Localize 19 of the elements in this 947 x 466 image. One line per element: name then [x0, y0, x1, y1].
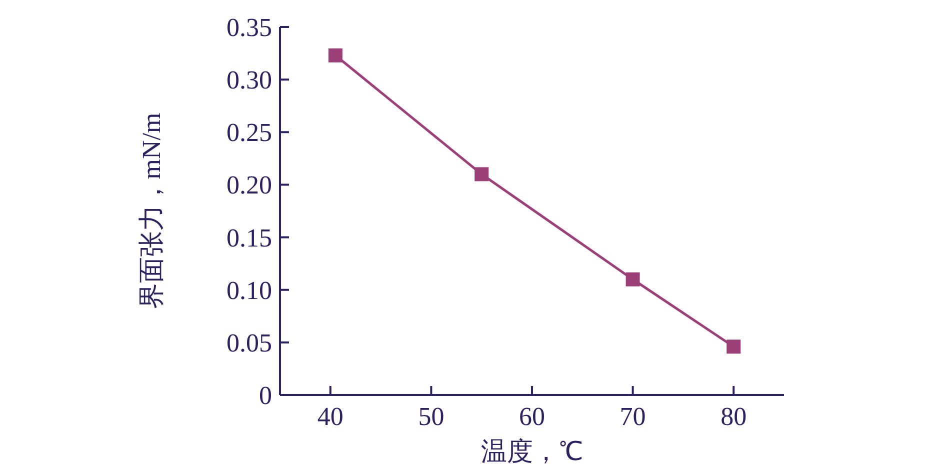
- y-tick-label: 0: [259, 381, 272, 410]
- y-tick-label: 0.25: [226, 118, 272, 148]
- y-tick-label: 0.15: [226, 223, 272, 252]
- point: [726, 340, 741, 354]
- y-tick-label: 0.30: [226, 66, 272, 95]
- x-tick-label: 40: [317, 402, 344, 431]
- y-tick-label: 0.35: [226, 13, 272, 42]
- x-tick-label: 50: [418, 402, 444, 431]
- point: [626, 272, 640, 286]
- x-tick-label: 60: [519, 402, 545, 431]
- point: [474, 167, 489, 182]
- x-axis-title: 温度，℃: [481, 437, 583, 466]
- x-tick-label: 80: [720, 402, 747, 431]
- y-axis-title: 界面张力，mN/m: [137, 112, 166, 310]
- point: [328, 48, 342, 62]
- y-tick-label: 0.05: [226, 328, 272, 358]
- y-tick-label: 0.10: [226, 276, 272, 305]
- y-tick-label: 0.20: [226, 170, 272, 200]
- x-tick-label: 70: [620, 402, 646, 431]
